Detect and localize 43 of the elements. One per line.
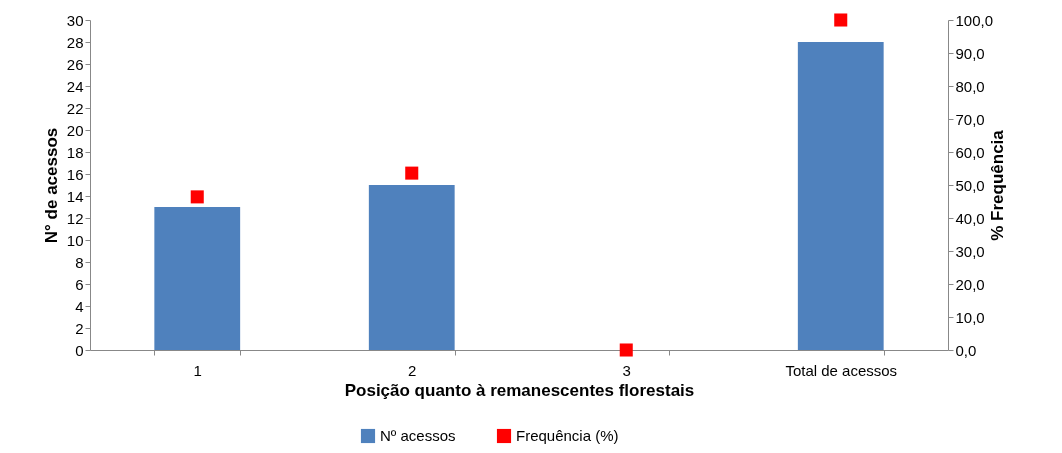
- bar: [368, 185, 455, 350]
- y-tick-label: 28: [66, 33, 84, 51]
- y2-tick-label: 50,0: [955, 176, 985, 194]
- x-tick-label: 2: [408, 361, 417, 379]
- y2-tick-label: 100,0: [955, 11, 994, 29]
- y-tick-label: 18: [66, 143, 84, 161]
- y2-tick-label: 0,0: [955, 341, 977, 359]
- y-axis-title: N° de acessos: [41, 127, 61, 244]
- point: [834, 13, 848, 27]
- y2-tick-label: 90,0: [955, 44, 985, 62]
- y2-tick-label: 30,0: [955, 242, 985, 260]
- bar: [154, 207, 241, 350]
- x-tick-label: Total de acessos: [785, 361, 898, 379]
- bar: [797, 42, 884, 350]
- y2-tick-label: 40,0: [955, 209, 985, 227]
- y-tick-label: 0: [75, 341, 84, 359]
- y2-tick-label: 10,0: [955, 308, 985, 326]
- y2-tick-label: 80,0: [955, 77, 985, 95]
- point: [190, 190, 204, 204]
- point: [619, 343, 633, 357]
- x-tick-label: 3: [622, 361, 631, 379]
- y-tick-label: 20: [66, 121, 84, 139]
- y-tick-label: 12: [66, 209, 84, 227]
- y2-tick-label: 70,0: [955, 110, 985, 128]
- y-tick-label: 8: [75, 253, 84, 271]
- point: [405, 166, 419, 180]
- y-tick-label: 10: [66, 231, 84, 249]
- legend-label: Frequência (%): [516, 427, 619, 444]
- y2-axis-title: % Frequência: [988, 129, 1008, 241]
- y-tick-label: 2: [75, 319, 84, 337]
- y-tick-label: 22: [66, 99, 84, 117]
- y-tick-label: 14: [66, 187, 84, 205]
- y-tick-label: 16: [66, 165, 84, 183]
- y-tick-label: 24: [66, 77, 84, 95]
- y-tick-label: 4: [75, 297, 84, 315]
- x-axis-title: Posição quanto à remanescentes florestais: [344, 380, 695, 400]
- y-tick-label: 6: [75, 275, 84, 293]
- y-tick-label: 26: [66, 55, 84, 73]
- y2-tick-label: 60,0: [955, 143, 985, 161]
- legend-label: Nº acessos: [380, 427, 456, 444]
- y-tick-label: 30: [66, 11, 84, 29]
- x-tick-label: 1: [193, 361, 202, 379]
- y2-tick-label: 20,0: [955, 275, 985, 293]
